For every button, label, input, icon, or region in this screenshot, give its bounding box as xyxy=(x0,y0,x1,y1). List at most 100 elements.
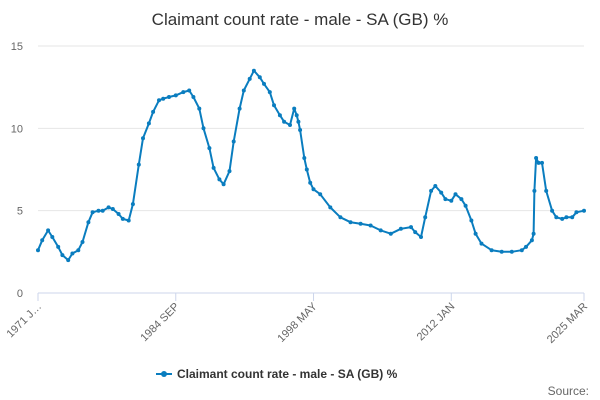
data-point[interactable] xyxy=(368,223,373,228)
data-point[interactable] xyxy=(157,98,161,103)
data-point[interactable] xyxy=(453,192,458,197)
data-point[interactable] xyxy=(173,93,178,98)
data-point[interactable] xyxy=(201,126,206,131)
data-point[interactable] xyxy=(574,210,579,215)
data-point[interactable] xyxy=(181,90,186,95)
data-point[interactable] xyxy=(564,215,569,220)
data-point[interactable] xyxy=(96,208,101,213)
data-point[interactable] xyxy=(86,220,91,225)
data-point[interactable] xyxy=(100,208,105,213)
data-point[interactable] xyxy=(378,228,383,233)
data-point[interactable] xyxy=(106,205,111,210)
legend-label[interactable]: Claimant count rate - male - SA (GB) % xyxy=(177,367,398,381)
data-point[interactable] xyxy=(237,106,242,111)
data-point[interactable] xyxy=(532,188,537,193)
data-point[interactable] xyxy=(110,207,115,211)
data-point[interactable] xyxy=(146,121,151,126)
data-point[interactable] xyxy=(36,248,40,253)
data-point[interactable] xyxy=(80,240,85,244)
data-point[interactable] xyxy=(338,215,343,220)
data-point[interactable] xyxy=(282,119,287,124)
data-point[interactable] xyxy=(499,249,504,254)
data-point[interactable] xyxy=(130,202,135,207)
data-point[interactable] xyxy=(560,216,565,221)
data-point[interactable] xyxy=(272,103,276,108)
data-point[interactable] xyxy=(550,208,555,213)
data-point[interactable] xyxy=(328,205,333,210)
data-point[interactable] xyxy=(60,253,65,258)
data-point[interactable] xyxy=(211,165,216,170)
data-point[interactable] xyxy=(126,218,131,223)
data-point[interactable] xyxy=(231,139,236,144)
data-point[interactable] xyxy=(443,197,448,202)
data-point[interactable] xyxy=(449,198,454,203)
data-point[interactable] xyxy=(294,113,299,118)
data-point[interactable] xyxy=(463,203,468,208)
data-point[interactable] xyxy=(251,68,256,73)
data-point[interactable] xyxy=(531,231,536,236)
data-point[interactable] xyxy=(116,212,121,216)
data-point[interactable] xyxy=(262,81,266,86)
data-point[interactable] xyxy=(398,226,403,231)
data-point[interactable] xyxy=(409,225,413,230)
data-point[interactable] xyxy=(161,96,166,101)
data-point[interactable] xyxy=(429,188,434,193)
data-point[interactable] xyxy=(439,190,444,195)
data-point[interactable] xyxy=(358,221,363,226)
data-point[interactable] xyxy=(311,187,316,192)
data-point[interactable] xyxy=(459,197,464,202)
data-point[interactable] xyxy=(388,231,393,236)
data-point[interactable] xyxy=(304,167,309,172)
data-point[interactable] xyxy=(247,76,252,81)
data-point[interactable] xyxy=(76,248,81,253)
data-point[interactable] xyxy=(227,169,232,174)
data-point[interactable] xyxy=(308,180,313,185)
data-point[interactable] xyxy=(582,208,586,213)
data-point[interactable] xyxy=(298,128,303,132)
data-point[interactable] xyxy=(167,95,171,99)
data-point[interactable] xyxy=(50,235,55,239)
data-point[interactable] xyxy=(217,177,222,182)
data-point[interactable] xyxy=(423,215,428,220)
data-point[interactable] xyxy=(141,136,145,141)
data-point[interactable] xyxy=(554,215,559,220)
data-point[interactable] xyxy=(348,220,353,225)
data-point[interactable] xyxy=(187,88,192,93)
data-point[interactable] xyxy=(90,210,95,215)
data-point[interactable] xyxy=(277,113,282,118)
data-point[interactable] xyxy=(519,248,524,253)
data-point[interactable] xyxy=(419,235,423,239)
data-point[interactable] xyxy=(544,188,549,193)
data-point[interactable] xyxy=(473,231,478,236)
data-point[interactable] xyxy=(66,258,71,263)
data-point[interactable] xyxy=(292,106,297,111)
data-point[interactable] xyxy=(469,218,474,223)
data-point[interactable] xyxy=(56,244,61,249)
data-point[interactable] xyxy=(296,119,301,124)
data-point[interactable] xyxy=(120,216,125,221)
data-point[interactable] xyxy=(197,106,202,111)
data-point[interactable] xyxy=(534,156,539,160)
data-point[interactable] xyxy=(207,146,212,151)
data-point[interactable] xyxy=(540,160,544,165)
data-point[interactable] xyxy=(191,95,196,99)
data-point[interactable] xyxy=(536,160,541,165)
data-point[interactable] xyxy=(302,156,307,160)
data-point[interactable] xyxy=(524,244,528,249)
data-point[interactable] xyxy=(288,123,292,127)
data-point[interactable] xyxy=(529,238,534,243)
data-point[interactable] xyxy=(136,162,141,167)
data-point[interactable] xyxy=(151,109,156,114)
data-point[interactable] xyxy=(433,184,438,188)
legend[interactable]: Claimant count rate - male - SA (GB) % xyxy=(156,367,398,381)
data-point[interactable] xyxy=(40,238,45,243)
data-point[interactable] xyxy=(70,251,75,256)
data-point[interactable] xyxy=(221,182,226,187)
data-point[interactable] xyxy=(46,228,51,233)
data-point[interactable] xyxy=(489,248,494,253)
data-point[interactable] xyxy=(570,215,575,220)
data-point[interactable] xyxy=(257,75,262,80)
data-point[interactable] xyxy=(413,230,418,235)
data-point[interactable] xyxy=(479,241,484,246)
data-point[interactable] xyxy=(318,192,323,197)
